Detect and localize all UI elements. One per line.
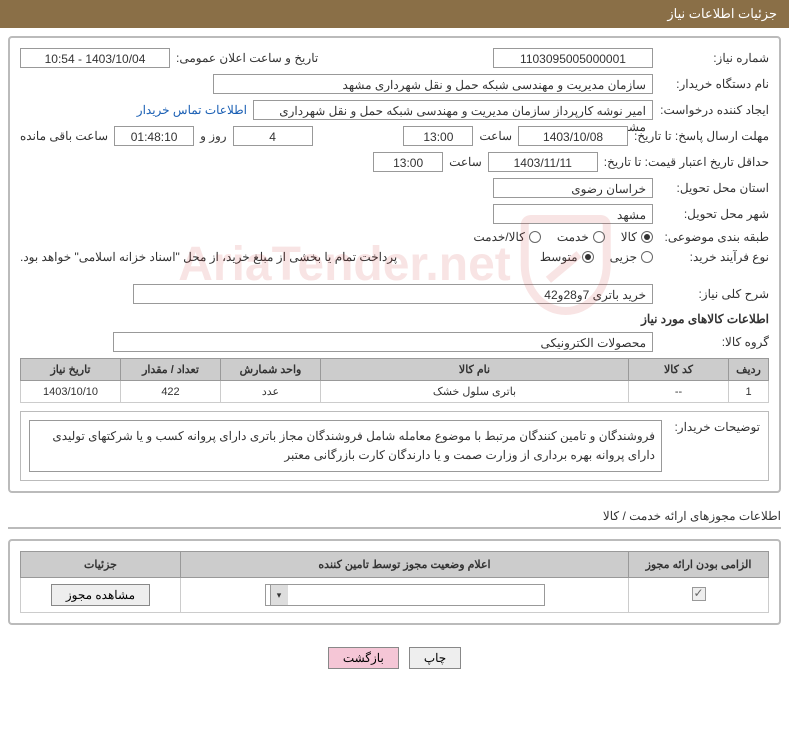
announce-label: تاریخ و ساعت اعلان عمومی: bbox=[176, 51, 318, 65]
buyer-note-label: توضیحات خریدار: bbox=[670, 420, 760, 434]
permit-header-row: الزامی بودن ارائه مجوز اعلام وضعیت مجوز … bbox=[21, 552, 769, 578]
table-header-row: ردیف کد کالا نام کالا واحد شمارش تعداد /… bbox=[21, 359, 769, 381]
validity-date: 1403/11/11 bbox=[488, 152, 598, 172]
radio-icon bbox=[641, 251, 653, 263]
chevron-down-icon: ▾ bbox=[270, 585, 288, 605]
view-permit-button[interactable]: مشاهده مجوز bbox=[51, 584, 150, 606]
validity-time: 13:00 bbox=[373, 152, 443, 172]
goods-table: ردیف کد کالا نام کالا واحد شمارش تعداد /… bbox=[20, 358, 769, 403]
print-button[interactable]: چاپ bbox=[409, 647, 461, 669]
goods-section-title: اطلاعات کالاهای مورد نیاز bbox=[20, 312, 769, 326]
contact-link[interactable]: اطلاعات تماس خریدار bbox=[137, 103, 247, 117]
group-label: گروه کالا: bbox=[659, 335, 769, 349]
city-label: شهر محل تحویل: bbox=[659, 207, 769, 221]
th-name: نام کالا bbox=[321, 359, 629, 381]
buyer-label: نام دستگاه خریدار: bbox=[659, 77, 769, 91]
th-status: اعلام وضعیت مجوز توسط تامین کننده bbox=[181, 552, 629, 578]
cell-name: باتری سلول خشک bbox=[321, 381, 629, 403]
desc-label: شرح کلی نیاز: bbox=[659, 287, 769, 301]
cell-mandatory bbox=[629, 578, 769, 613]
th-code: کد کالا bbox=[629, 359, 729, 381]
th-qty: تعداد / مقدار bbox=[121, 359, 221, 381]
countdown: 01:48:10 bbox=[114, 126, 194, 146]
permit-panel: الزامی بودن ارائه مجوز اعلام وضعیت مجوز … bbox=[8, 539, 781, 625]
row-requester: ایجاد کننده درخواست: امیر نوشه کارپرداز … bbox=[20, 100, 769, 120]
province-label: استان محل تحویل: bbox=[659, 181, 769, 195]
category-label: طبقه بندی موضوعی: bbox=[659, 230, 769, 244]
radio-icon bbox=[641, 231, 653, 243]
requester-value: امیر نوشه کارپرداز سازمان مدیریت و مهندس… bbox=[253, 100, 653, 120]
status-select[interactable]: ▾ bbox=[265, 584, 545, 606]
validity-label: حداقل تاریخ اعتبار قیمت: تا تاریخ: bbox=[604, 155, 769, 169]
info-panel: AriaTender.net شماره نیاز: 1103095005000… bbox=[8, 36, 781, 493]
main-container: AriaTender.net شماره نیاز: 1103095005000… bbox=[0, 28, 789, 687]
radio-goods[interactable]: کالا bbox=[621, 230, 653, 244]
table-row: 1--باتری سلول خشکعدد4221403/10/10 bbox=[21, 381, 769, 403]
time-label-2: ساعت bbox=[449, 155, 482, 169]
row-province: استان محل تحویل: خراسان رضوی bbox=[20, 178, 769, 198]
row-category: طبقه بندی موضوعی: کالا خدمت کالا/خدمت bbox=[20, 230, 769, 244]
announce-value: 1403/10/04 - 10:54 bbox=[20, 48, 170, 68]
cell-details: مشاهده مجوز bbox=[21, 578, 181, 613]
radio-service[interactable]: خدمت bbox=[557, 230, 605, 244]
permit-row: ▾ مشاهده مجوز bbox=[21, 578, 769, 613]
row-description: شرح کلی نیاز: خرید باتری 7و28و42 bbox=[20, 284, 769, 304]
need-number-value: 1103095005000001 bbox=[493, 48, 653, 68]
remaining-label: ساعت باقی مانده bbox=[20, 129, 108, 143]
radio-both[interactable]: کالا/خدمت bbox=[473, 230, 540, 244]
radio-partial[interactable]: جزیی bbox=[610, 250, 653, 264]
need-number-label: شماره نیاز: bbox=[659, 51, 769, 65]
row-purchase-type: نوع فرآیند خرید: جزیی متوسط پرداخت تمام … bbox=[20, 250, 769, 264]
radio-icon bbox=[582, 251, 594, 263]
purchase-note: پرداخت تمام یا بخشی از مبلغ خرید، از محل… bbox=[20, 250, 397, 264]
time-label-1: ساعت bbox=[479, 129, 512, 143]
cell-status: ▾ bbox=[181, 578, 629, 613]
page-header: جزئیات اطلاعات نیاز bbox=[0, 0, 789, 28]
province-value: خراسان رضوی bbox=[493, 178, 653, 198]
th-details: جزئیات bbox=[21, 552, 181, 578]
cell-unit: عدد bbox=[221, 381, 321, 403]
row-deadline: مهلت ارسال پاسخ: تا تاریخ: 1403/10/08 سا… bbox=[20, 126, 769, 146]
desc-value: خرید باتری 7و28و42 bbox=[133, 284, 653, 304]
row-buyer: نام دستگاه خریدار: سازمان مدیریت و مهندس… bbox=[20, 74, 769, 94]
permit-table: الزامی بودن ارائه مجوز اعلام وضعیت مجوز … bbox=[20, 551, 769, 613]
city-value: مشهد bbox=[493, 204, 653, 224]
row-city: شهر محل تحویل: مشهد bbox=[20, 204, 769, 224]
header-title: جزئیات اطلاعات نیاز bbox=[667, 6, 777, 21]
requester-label: ایجاد کننده درخواست: bbox=[659, 103, 769, 117]
buyer-note-text: فروشندگان و تامین کنندگان مرتبط با موضوع… bbox=[29, 420, 662, 472]
cell-qty: 422 bbox=[121, 381, 221, 403]
deadline-date: 1403/10/08 bbox=[518, 126, 628, 146]
back-button[interactable]: بازگشت bbox=[328, 647, 399, 669]
th-date: تاریخ نیاز bbox=[21, 359, 121, 381]
purchase-type-radio-group: جزیی متوسط bbox=[540, 250, 653, 264]
deadline-label: مهلت ارسال پاسخ: تا تاریخ: bbox=[634, 129, 769, 143]
cell-row: 1 bbox=[729, 381, 769, 403]
footer: چاپ بازگشت bbox=[8, 637, 781, 679]
row-validity: حداقل تاریخ اعتبار قیمت: تا تاریخ: 1403/… bbox=[20, 152, 769, 172]
row-need-number: شماره نیاز: 1103095005000001 تاریخ و ساع… bbox=[20, 48, 769, 68]
purchase-type-label: نوع فرآیند خرید: bbox=[659, 250, 769, 264]
deadline-time: 13:00 bbox=[403, 126, 473, 146]
days-remaining: 4 bbox=[233, 126, 313, 146]
cell-code: -- bbox=[629, 381, 729, 403]
days-label: روز و bbox=[200, 129, 227, 143]
th-unit: واحد شمارش bbox=[221, 359, 321, 381]
mandatory-checkbox[interactable] bbox=[692, 587, 706, 601]
buyer-note-box: توضیحات خریدار: فروشندگان و تامین کنندگا… bbox=[20, 411, 769, 481]
row-group: گروه کالا: محصولات الکترونیکی bbox=[20, 332, 769, 352]
th-row: ردیف bbox=[729, 359, 769, 381]
category-radio-group: کالا خدمت کالا/خدمت bbox=[473, 230, 653, 244]
radio-icon bbox=[593, 231, 605, 243]
cell-date: 1403/10/10 bbox=[21, 381, 121, 403]
group-value: محصولات الکترونیکی bbox=[113, 332, 653, 352]
th-mandatory: الزامی بودن ارائه مجوز bbox=[629, 552, 769, 578]
radio-medium[interactable]: متوسط bbox=[540, 250, 594, 264]
buyer-value: سازمان مدیریت و مهندسی شبکه حمل و نقل شه… bbox=[213, 74, 653, 94]
permit-section-header: اطلاعات مجوزهای ارائه خدمت / کالا bbox=[8, 505, 781, 529]
radio-icon bbox=[529, 231, 541, 243]
